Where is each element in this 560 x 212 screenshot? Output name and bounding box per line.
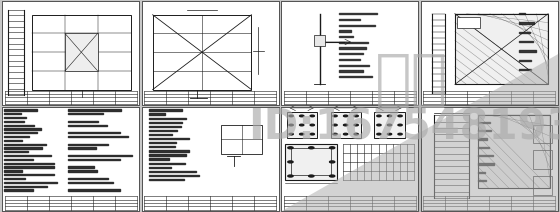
Circle shape	[289, 115, 293, 117]
Bar	[533, 176, 552, 195]
Bar	[375, 112, 404, 138]
Bar	[287, 112, 317, 138]
Bar	[142, 107, 279, 211]
Polygon shape	[280, 53, 560, 212]
Circle shape	[288, 161, 293, 163]
Circle shape	[398, 124, 402, 126]
Bar	[2, 107, 139, 211]
Circle shape	[377, 133, 381, 135]
Circle shape	[343, 124, 348, 126]
Bar	[533, 151, 552, 169]
Bar	[142, 1, 279, 105]
Bar	[533, 124, 552, 143]
Circle shape	[300, 115, 304, 117]
Circle shape	[333, 115, 337, 117]
Circle shape	[388, 115, 391, 117]
Circle shape	[343, 115, 348, 117]
Circle shape	[377, 115, 381, 117]
Circle shape	[329, 175, 335, 177]
Circle shape	[288, 175, 293, 177]
Bar	[142, 1, 279, 105]
Text: 知本: 知本	[375, 51, 448, 110]
Bar	[65, 33, 97, 71]
Bar	[421, 1, 558, 105]
Bar	[281, 107, 418, 211]
Bar	[330, 112, 361, 138]
Bar	[2, 1, 139, 105]
Circle shape	[289, 133, 293, 135]
Circle shape	[288, 147, 293, 149]
Circle shape	[329, 147, 335, 149]
Circle shape	[289, 124, 293, 126]
Bar	[292, 148, 331, 175]
Bar	[142, 107, 279, 211]
Circle shape	[398, 133, 402, 135]
Circle shape	[333, 124, 337, 126]
Circle shape	[310, 115, 314, 117]
Bar	[421, 107, 558, 211]
Circle shape	[377, 124, 381, 126]
Circle shape	[329, 161, 335, 163]
Circle shape	[310, 124, 314, 126]
Bar	[281, 107, 418, 211]
Bar	[2, 1, 139, 105]
Bar	[457, 17, 480, 28]
Bar	[285, 144, 337, 180]
Circle shape	[354, 115, 358, 117]
Text: ID:167548193: ID:167548193	[248, 106, 560, 148]
Bar	[421, 107, 558, 211]
Circle shape	[300, 133, 304, 135]
Bar	[2, 107, 139, 211]
Circle shape	[398, 115, 402, 117]
Bar	[221, 124, 263, 153]
Circle shape	[310, 133, 314, 135]
Bar	[153, 15, 251, 89]
Bar	[314, 35, 325, 46]
Bar	[421, 1, 558, 105]
Circle shape	[388, 124, 391, 126]
Circle shape	[343, 133, 348, 135]
Circle shape	[300, 124, 304, 126]
Bar	[281, 1, 418, 105]
Bar	[281, 1, 418, 105]
Bar	[32, 15, 131, 89]
Circle shape	[309, 147, 314, 149]
Circle shape	[309, 175, 314, 177]
Bar	[478, 115, 549, 188]
Circle shape	[354, 133, 358, 135]
Circle shape	[354, 124, 358, 126]
Circle shape	[333, 133, 337, 135]
Circle shape	[388, 133, 391, 135]
Bar	[455, 14, 548, 84]
